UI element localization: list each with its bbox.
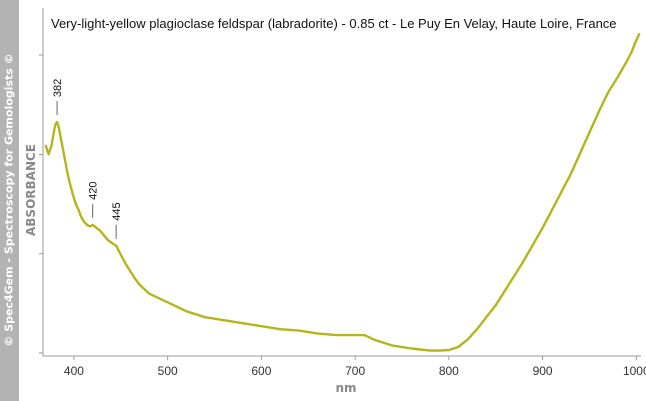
x-axis-title: nm bbox=[335, 381, 356, 395]
x-tick-label: 1000 bbox=[623, 364, 646, 378]
chart-title: Very-light-yellow plagioclase feldspar (… bbox=[51, 16, 617, 31]
x-tick-label: 600 bbox=[251, 364, 271, 378]
x-tick-label: 500 bbox=[158, 364, 178, 378]
annotation-label: 420 bbox=[88, 182, 100, 200]
annotation-label: 445 bbox=[111, 202, 123, 220]
x-tick-label: 800 bbox=[439, 364, 459, 378]
peak-annotations: 382 420 445 bbox=[52, 79, 123, 239]
x-tick-label: 400 bbox=[64, 364, 84, 378]
y-axis-title: ABSORBANCE bbox=[24, 144, 38, 236]
x-tick-label: 700 bbox=[345, 364, 365, 378]
y-ticks bbox=[39, 54, 43, 354]
watermark-band: © Spec4Gem - Spectroscopy for Gemologist… bbox=[0, 0, 19, 401]
annotation-label: 382 bbox=[52, 79, 64, 97]
x-ticks: 400 500 600 700 800 900 1000 bbox=[64, 356, 646, 378]
x-tick-label: 900 bbox=[533, 364, 553, 378]
series-line bbox=[44, 32, 641, 352]
